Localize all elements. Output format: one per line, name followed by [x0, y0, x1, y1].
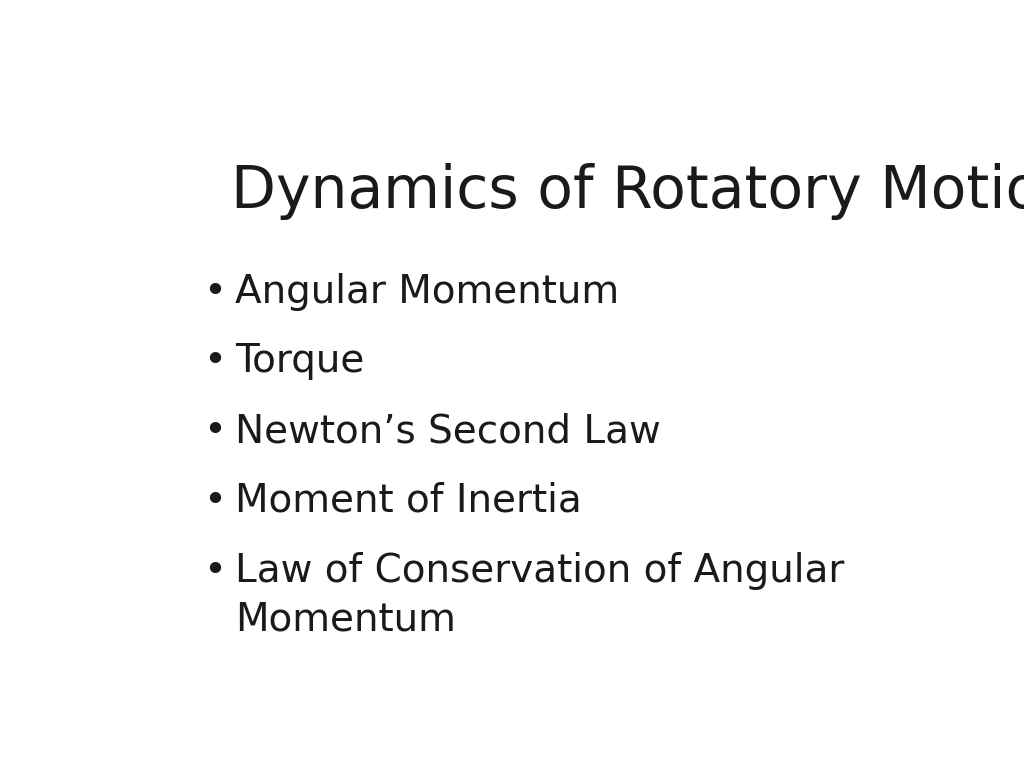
- Text: Torque: Torque: [236, 343, 365, 380]
- Text: •: •: [204, 551, 226, 590]
- Text: •: •: [204, 412, 226, 450]
- Text: Newton’s Second Law: Newton’s Second Law: [236, 412, 660, 450]
- Text: Dynamics of Rotatory Motion: Dynamics of Rotatory Motion: [231, 163, 1024, 220]
- Text: Angular Momentum: Angular Momentum: [236, 273, 620, 310]
- Text: •: •: [204, 482, 226, 520]
- Text: •: •: [204, 343, 226, 380]
- Text: Moment of Inertia: Moment of Inertia: [236, 482, 582, 520]
- Text: •: •: [204, 273, 226, 310]
- Text: Law of Conservation of Angular
Momentum: Law of Conservation of Angular Momentum: [236, 551, 845, 638]
